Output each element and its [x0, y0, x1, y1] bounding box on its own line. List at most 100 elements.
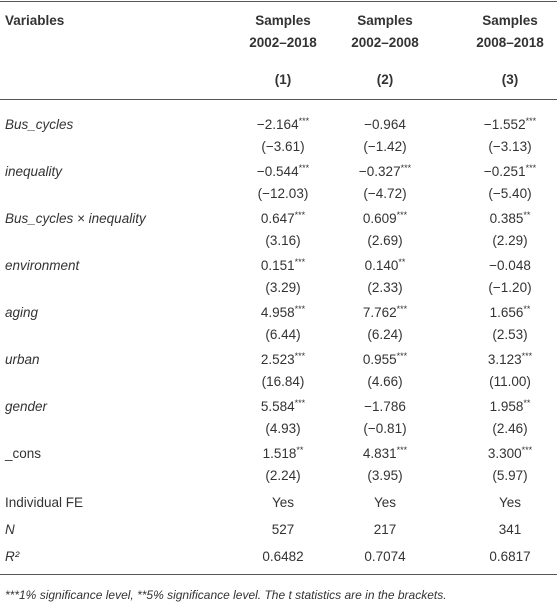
t-statistic: (6.44)	[265, 327, 301, 342]
t-statistic: (2.24)	[265, 468, 301, 483]
row-label: Bus_cycles	[5, 117, 74, 132]
coef-cell: −0.964	[364, 116, 406, 134]
coef-cell: 4.958***	[261, 304, 305, 322]
coef-cell: −2.164***	[257, 116, 309, 134]
coef-cell: −1.786	[364, 398, 406, 416]
significance-stars: ***	[525, 163, 537, 173]
coefficient: 3.123	[487, 352, 522, 367]
coefficient: 3.300	[487, 446, 522, 461]
significance-stars: ***	[396, 304, 408, 314]
header-variables: Variables	[5, 13, 65, 28]
column-number: (1)	[274, 72, 292, 87]
coefficient: 2.523	[260, 352, 295, 367]
row-label: _cons	[5, 446, 42, 461]
significance-stars: ***	[525, 116, 537, 126]
coef-cell: −0.327***	[359, 163, 411, 181]
stat-value: 217	[373, 522, 397, 537]
significance-stars: ***	[396, 351, 408, 361]
stat-value: Yes	[271, 495, 295, 510]
coef-cell: 1.518**	[263, 445, 304, 463]
significance-stars: ***	[396, 445, 408, 455]
significance-stars: ***	[396, 210, 408, 220]
coefficient: −2.164	[256, 117, 299, 132]
coefficient: 1.518	[262, 446, 297, 461]
row-label: environment	[5, 258, 80, 273]
coefficient: −0.544	[256, 164, 299, 179]
coefficient: 0.385	[489, 211, 524, 226]
coefficient: 5.584	[260, 399, 295, 414]
significance-stars: **	[523, 210, 531, 220]
t-statistic: (2.33)	[367, 280, 403, 295]
significance-stars: **	[296, 445, 304, 455]
t-statistic: (3.95)	[367, 468, 403, 483]
t-statistic: (2.46)	[492, 421, 528, 436]
coefficient: 0.955	[362, 352, 397, 367]
significance-stars: ***	[294, 398, 306, 408]
t-statistic: (−4.72)	[363, 186, 407, 201]
column-header: Samples	[255, 13, 311, 28]
significance-stars: ***	[294, 257, 306, 267]
coefficient: 4.958	[260, 305, 295, 320]
t-statistic: (3.29)	[265, 280, 301, 295]
t-statistic: (16.84)	[261, 374, 305, 389]
coefficient: 1.656	[489, 305, 524, 320]
stat-value: 0.6817	[489, 549, 531, 564]
coef-cell: 4.831***	[363, 445, 407, 463]
coefficient: 7.762	[362, 305, 397, 320]
coef-cell: 0.647***	[261, 210, 305, 228]
t-statistic: (−1.20)	[488, 280, 532, 295]
coef-cell: −1.552***	[484, 116, 536, 134]
coefficient: 0.609	[362, 211, 397, 226]
coef-cell: 0.385**	[490, 210, 531, 228]
stat-value: 341	[498, 522, 522, 537]
header-rule	[0, 99, 557, 100]
column-header: 2002–2018	[249, 35, 317, 50]
significance-stars: ***	[298, 163, 310, 173]
coef-cell: 5.584***	[261, 398, 305, 416]
bottom-rule	[0, 574, 557, 575]
row-label: Individual FE	[5, 495, 84, 510]
t-statistic: (−3.61)	[261, 139, 305, 154]
column-header: Samples	[482, 13, 538, 28]
coefficient: −1.786	[364, 399, 406, 414]
stat-value: 527	[271, 522, 295, 537]
coef-cell: −0.048	[489, 257, 531, 275]
significance-stars: ***	[298, 116, 310, 126]
t-statistic: (−5.40)	[488, 186, 532, 201]
t-statistic: (11.00)	[489, 374, 531, 389]
t-statistic: (4.66)	[367, 374, 403, 389]
significance-stars: **	[523, 304, 531, 314]
t-statistic: (5.97)	[492, 468, 528, 483]
t-statistic: (3.16)	[265, 233, 301, 248]
coef-cell: 0.140**	[365, 257, 406, 275]
significance-stars: ***	[400, 163, 412, 173]
coef-cell: 0.151***	[261, 257, 305, 275]
t-statistic: (4.93)	[265, 421, 301, 436]
stat-value: Yes	[373, 495, 397, 510]
row-label: N	[5, 522, 15, 537]
t-statistic: (2.69)	[367, 233, 403, 248]
significance-stars: ***	[521, 351, 533, 361]
significance-stars: **	[398, 257, 406, 267]
significance-stars: ***	[294, 210, 306, 220]
t-statistic: (−1.42)	[363, 139, 407, 154]
coefficient: 1.958	[489, 399, 524, 414]
coef-cell: 7.762***	[363, 304, 407, 322]
coefficient: 0.151	[260, 258, 295, 273]
stat-value: 0.6482	[262, 549, 304, 564]
coef-cell: 3.123***	[488, 351, 532, 369]
coefficient: 0.140	[364, 258, 399, 273]
row-label: gender	[5, 399, 48, 414]
column-number: (2)	[376, 72, 394, 87]
significance-stars: ***	[294, 304, 306, 314]
coefficient: −0.327	[358, 164, 401, 179]
coef-cell: 0.955***	[363, 351, 407, 369]
t-statistic: (−12.03)	[257, 186, 309, 201]
t-statistic: (2.53)	[492, 327, 528, 342]
column-number: (3)	[501, 72, 519, 87]
coef-cell: 3.300***	[488, 445, 532, 463]
top-rule	[0, 1, 557, 2]
stat-value: Yes	[498, 495, 522, 510]
coef-cell: −0.544***	[257, 163, 309, 181]
column-header: Samples	[357, 13, 413, 28]
